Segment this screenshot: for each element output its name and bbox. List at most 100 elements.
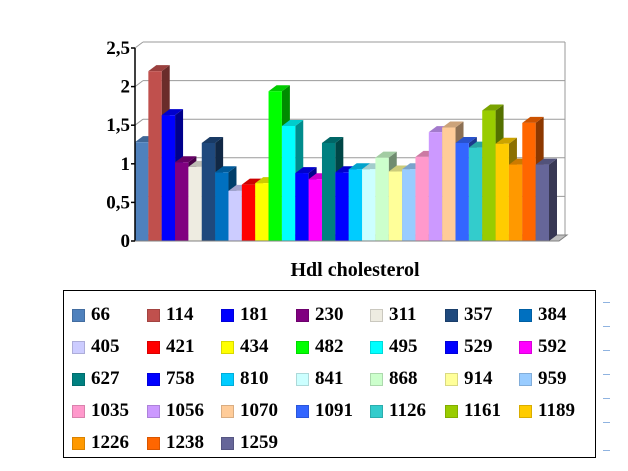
legend-label: 421 <box>166 336 195 357</box>
bar-front <box>281 125 296 241</box>
bar-top <box>321 136 344 143</box>
bar-front <box>335 172 349 241</box>
bar-top <box>348 163 371 170</box>
legend-item: 1035 <box>72 399 129 423</box>
legend-item: 592 <box>519 335 567 359</box>
bar-front <box>495 143 509 241</box>
bar-front <box>175 162 189 241</box>
legend-label: 1056 <box>166 400 204 421</box>
legend-label: 495 <box>389 336 418 357</box>
legend-item: 434 <box>221 335 269 359</box>
x-axis-label: Hdl cholesterol <box>290 259 420 281</box>
legend-label: 1161 <box>464 400 501 421</box>
y-tick-label: 0 <box>121 231 131 252</box>
legend-swatch <box>296 308 309 322</box>
bar-chart: 0 0,5 1 1,5 2 2,5 Hdl cholesterol <box>106 38 569 281</box>
legend-item: 66 <box>72 303 110 327</box>
legend-swatch <box>72 340 85 354</box>
bar-top <box>201 136 224 143</box>
legend-swatch <box>72 404 85 418</box>
legend-item: 357 <box>445 303 493 327</box>
legend-swatch <box>72 436 85 450</box>
y-tick-label: 0,5 <box>106 192 130 213</box>
legend-label: 914 <box>464 368 493 389</box>
legend-label: 627 <box>91 368 120 389</box>
legend-item: 1226 <box>72 431 129 455</box>
legend-item: 1189 <box>519 399 575 423</box>
legend-item: 529 <box>445 335 493 359</box>
legend-item: 405 <box>72 335 120 359</box>
legend-label: 1070 <box>240 400 278 421</box>
legend-label: 482 <box>315 336 344 357</box>
legend-item: 1259 <box>221 431 278 455</box>
legend-label: 114 <box>166 304 194 325</box>
legend-swatch <box>147 436 160 450</box>
bar-front <box>455 142 469 241</box>
legend-item: 384 <box>519 303 567 327</box>
legend-swatch <box>221 308 234 322</box>
legend-swatch <box>72 308 85 322</box>
legend-label: 434 <box>240 336 269 357</box>
bar-series <box>135 65 557 242</box>
legend-swatch <box>519 340 532 354</box>
legend-swatch <box>221 404 234 418</box>
bar-top <box>522 116 544 123</box>
bar-top <box>535 158 557 165</box>
legend-swatch <box>445 404 458 418</box>
bar-top <box>495 137 517 144</box>
legend-edge-mark <box>603 374 610 375</box>
bar-top <box>161 109 184 116</box>
bar-top <box>455 136 477 143</box>
legend-item: 810 <box>221 367 269 391</box>
legend-label: 758 <box>166 368 195 389</box>
gridline-depth <box>134 80 144 87</box>
legend-edge-mark <box>603 398 610 399</box>
legend-edge-mark <box>603 450 610 451</box>
bar-front <box>482 110 496 241</box>
legend-item: 495 <box>370 335 418 359</box>
y-axis <box>131 47 559 242</box>
bar-top <box>482 104 504 111</box>
bar-front <box>508 164 523 241</box>
legend-item: 1238 <box>147 431 204 455</box>
bar-top <box>442 121 464 128</box>
bar-top <box>281 119 304 126</box>
y-tick-label: 1 <box>121 154 131 175</box>
legend-label: 1189 <box>538 400 575 421</box>
bar-front <box>295 173 309 241</box>
bar-front <box>348 169 363 241</box>
legend-swatch <box>147 340 160 354</box>
legend-label: 1226 <box>91 432 129 453</box>
bar-front <box>228 190 242 241</box>
legend-item: 1091 <box>296 399 353 423</box>
legend-swatch <box>519 308 532 322</box>
legend-swatch <box>519 372 532 386</box>
bar-front <box>402 169 416 241</box>
y-tick-label: 2,5 <box>106 38 130 59</box>
legend-swatch <box>445 308 458 322</box>
legend-edge-mark <box>603 302 610 303</box>
legend-swatch <box>445 340 458 354</box>
legend-label: 841 <box>315 368 344 389</box>
legend-item: 1056 <box>147 399 204 423</box>
bar-top <box>388 165 411 172</box>
bar-front <box>442 127 456 241</box>
legend-item: 1161 <box>445 399 501 423</box>
legend-item: 1070 <box>221 399 278 423</box>
legend-label: 868 <box>389 368 418 389</box>
legend-swatch <box>519 404 532 418</box>
legend-item: 421 <box>147 335 195 359</box>
bar-front <box>188 166 202 241</box>
y-tick-label: 1,5 <box>106 115 130 136</box>
legend-swatch <box>221 340 234 354</box>
legend-item: 758 <box>147 367 195 391</box>
legend-label: 311 <box>389 304 417 325</box>
legend-swatch <box>296 340 309 354</box>
bar-1259 <box>535 158 557 241</box>
bar-front <box>255 183 269 241</box>
legend-swatch <box>370 340 383 354</box>
legend-swatch <box>147 404 160 418</box>
bar-front <box>468 147 483 241</box>
bar-front <box>415 156 429 241</box>
bar-top <box>375 151 397 158</box>
